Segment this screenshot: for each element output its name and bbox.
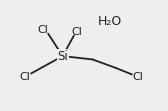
Text: H₂O: H₂O [97, 15, 122, 28]
Text: Cl: Cl [72, 27, 82, 37]
Text: Cl: Cl [19, 72, 30, 82]
Text: Si: Si [57, 50, 68, 63]
Text: Cl: Cl [133, 72, 144, 82]
Text: Cl: Cl [38, 25, 49, 35]
